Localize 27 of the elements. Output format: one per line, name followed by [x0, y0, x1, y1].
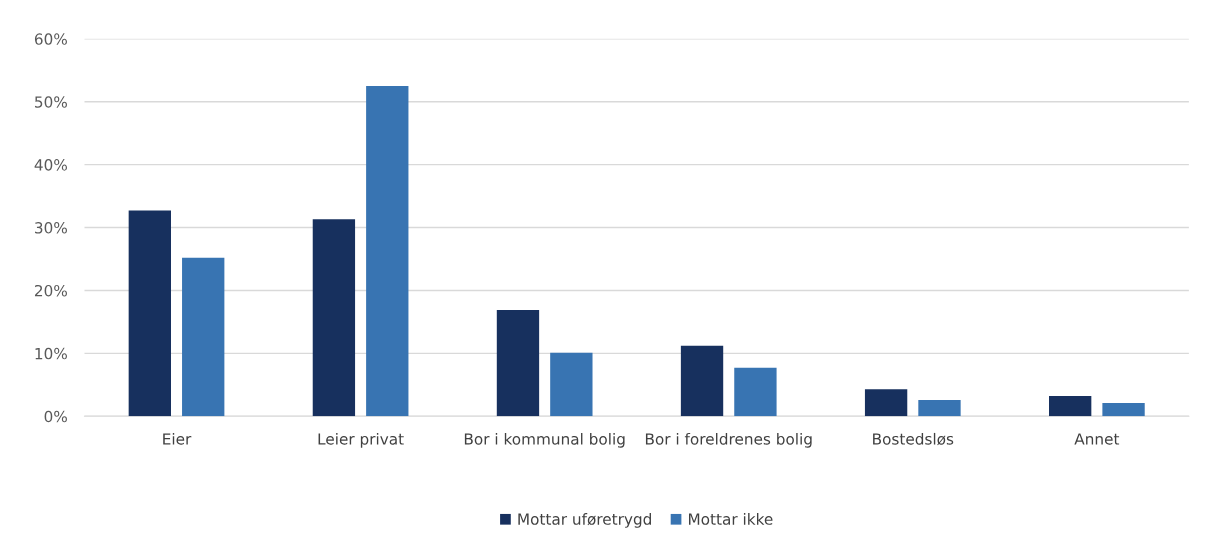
bar [1102, 403, 1145, 417]
y-tick-label: 60% [34, 33, 67, 45]
x-tick-label: Bostedsløs [873, 432, 954, 446]
bar [864, 389, 908, 417]
x-tick-label: Bor i kommunal bolig [464, 432, 625, 448]
x-tick-label: Bor i foreldrenes bolig [645, 432, 812, 448]
y-tick-label: 20% [34, 284, 67, 297]
legend-label: Mottar uføretrygd [518, 513, 651, 528]
bar [496, 309, 540, 417]
bar [182, 257, 225, 417]
y-tick-label: 40% [34, 159, 67, 171]
bar [128, 210, 171, 417]
bar [312, 219, 356, 417]
bar [734, 367, 777, 417]
bar [366, 86, 409, 417]
x-tick-label: Eier [163, 432, 192, 445]
bar [918, 399, 961, 417]
y-tick-label: 50% [35, 96, 67, 108]
bar [1049, 396, 1092, 417]
legend-label: Mottar ikke [689, 513, 773, 525]
bar [680, 345, 724, 417]
y-tick-label: 10% [35, 347, 67, 360]
y-tick-label: 0% [44, 410, 67, 423]
bar [550, 352, 593, 417]
x-tick-label: Annet [1074, 433, 1120, 445]
x-tick-label: Leier privat [318, 432, 404, 448]
y-tick-label: 30% [35, 222, 67, 234]
